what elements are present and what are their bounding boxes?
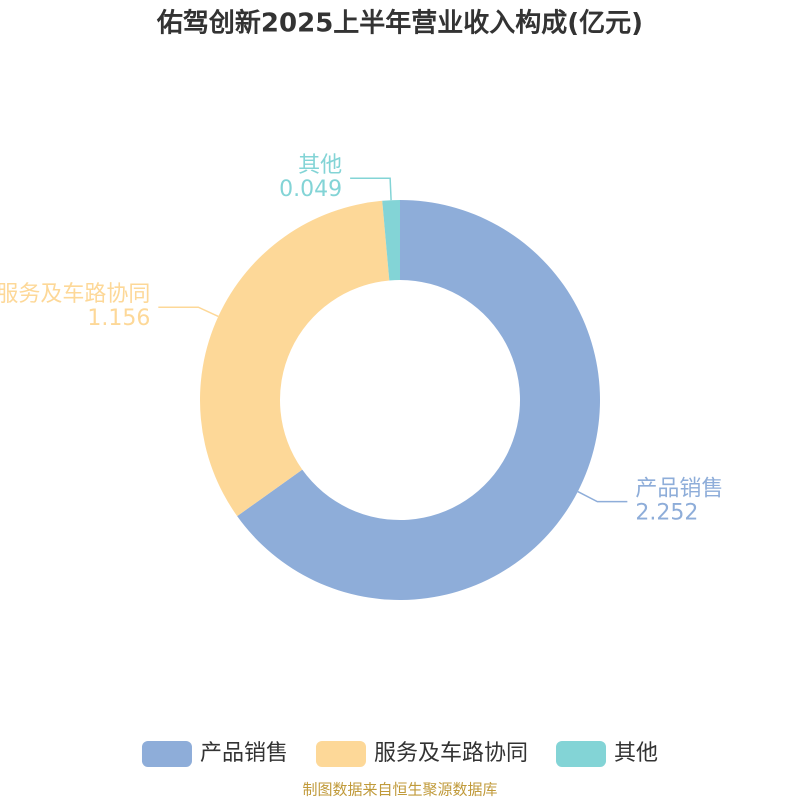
slice-label: 产品销售 (635, 477, 723, 502)
source-note: 制图数据来自恒生聚源数据库 (302, 781, 497, 799)
slice-label: 服务及车路协同 (0, 282, 150, 307)
donut-slice (200, 200, 390, 517)
leader-line (577, 490, 628, 503)
slice-label: 其他 (298, 153, 342, 178)
slice-value: 1.156 (87, 306, 150, 331)
legend-label: 服务及车路协同 (374, 741, 528, 766)
donut-slice (382, 200, 400, 281)
slice-value: 2.252 (635, 501, 698, 526)
legend-swatch (556, 741, 607, 767)
legend-label: 其他 (614, 741, 658, 766)
leader-line (350, 177, 392, 201)
slice-value: 0.049 (279, 177, 342, 202)
legend-swatch (315, 741, 366, 767)
legend-swatch (141, 741, 192, 767)
chart-title: 佑驾创新2025上半年营业收入构成(亿元) (156, 8, 643, 39)
leader-line (158, 306, 219, 318)
donut-slice (237, 200, 601, 600)
legend-label: 产品销售 (200, 741, 288, 766)
